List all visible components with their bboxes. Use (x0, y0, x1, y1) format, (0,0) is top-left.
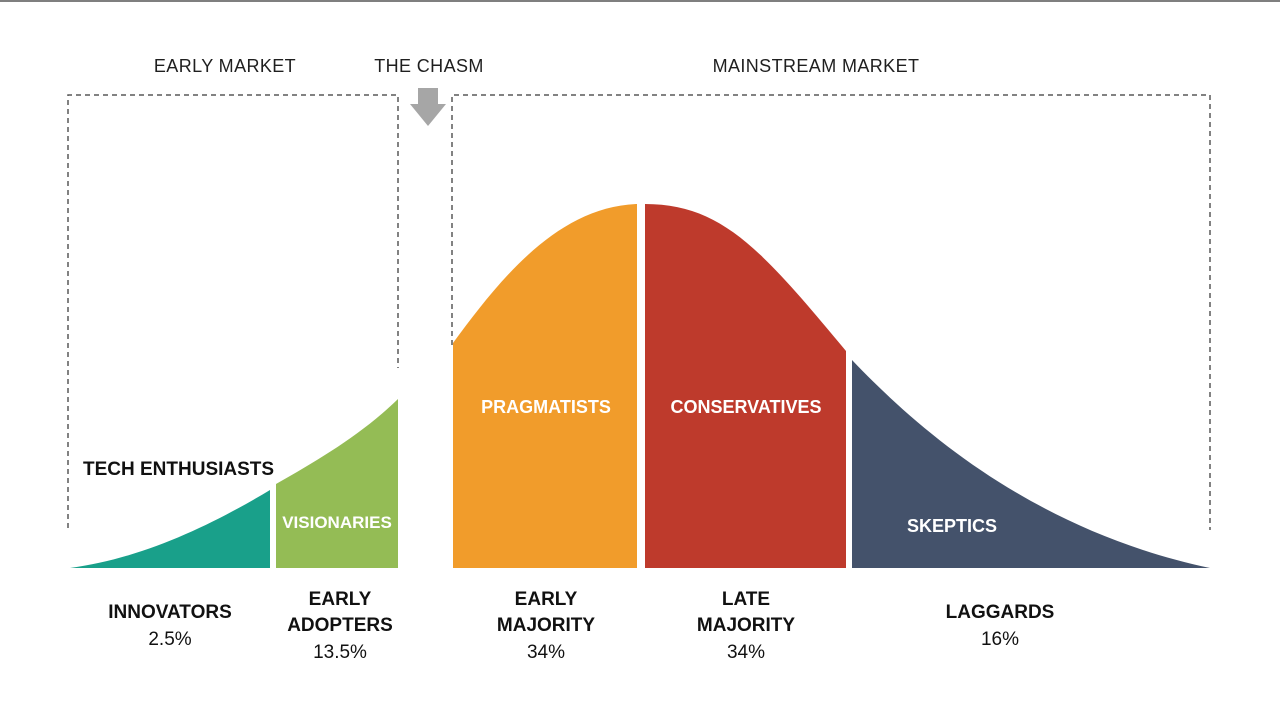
chasm-heading: THE CHASM (374, 56, 484, 76)
skeptics-label: SKEPTICS (906, 516, 998, 536)
laggards-percent: 16% (980, 629, 1020, 650)
late-majority-percent: 34% (726, 642, 766, 663)
top-border-line (0, 0, 1280, 2)
early-majority-caption: EARLY MAJORITY 34% (482, 587, 610, 666)
innovators-area (70, 490, 270, 568)
visionaries-label: VISIONARIES (282, 513, 392, 532)
laggards-name: LAGGARDS (945, 602, 1055, 623)
late-majority-caption: LATE MAJORITY 34% (682, 587, 810, 666)
mainstream-market-heading: MAINSTREAM MARKET (712, 56, 920, 76)
late-majority-area (645, 204, 846, 568)
early-majority-name: EARLY MAJORITY (496, 589, 596, 636)
laggards-area (852, 360, 1210, 568)
early-adopters-area (276, 399, 398, 568)
early-majority-percent: 34% (526, 642, 566, 663)
innovators-percent: 2.5% (148, 629, 192, 650)
tech-enthusiasts-label: TECH ENTHUSIASTS (83, 459, 275, 480)
innovators-caption: INNOVATORS 2.5% (90, 600, 250, 653)
early-adopters-caption: EARLY ADOPTERS 13.5% (275, 587, 405, 666)
early-adopters-name: EARLY ADOPTERS (287, 589, 393, 636)
pragmatists-label: PRAGMATISTS (481, 397, 611, 417)
early-market-dashed-box (67, 94, 399, 528)
mainstream-market-dashed-box (451, 94, 1211, 530)
conservatives-label: CONSERVATIVES (670, 397, 822, 417)
early-majority-area (453, 204, 637, 568)
innovators-name: INNOVATORS (108, 602, 232, 623)
chasm-down-arrow-icon (410, 88, 446, 126)
early-market-heading: EARLY MARKET (153, 56, 297, 76)
late-majority-name: LATE MAJORITY (696, 589, 796, 636)
early-adopters-percent: 13.5% (313, 642, 367, 663)
laggards-caption: LAGGARDS 16% (920, 600, 1080, 653)
